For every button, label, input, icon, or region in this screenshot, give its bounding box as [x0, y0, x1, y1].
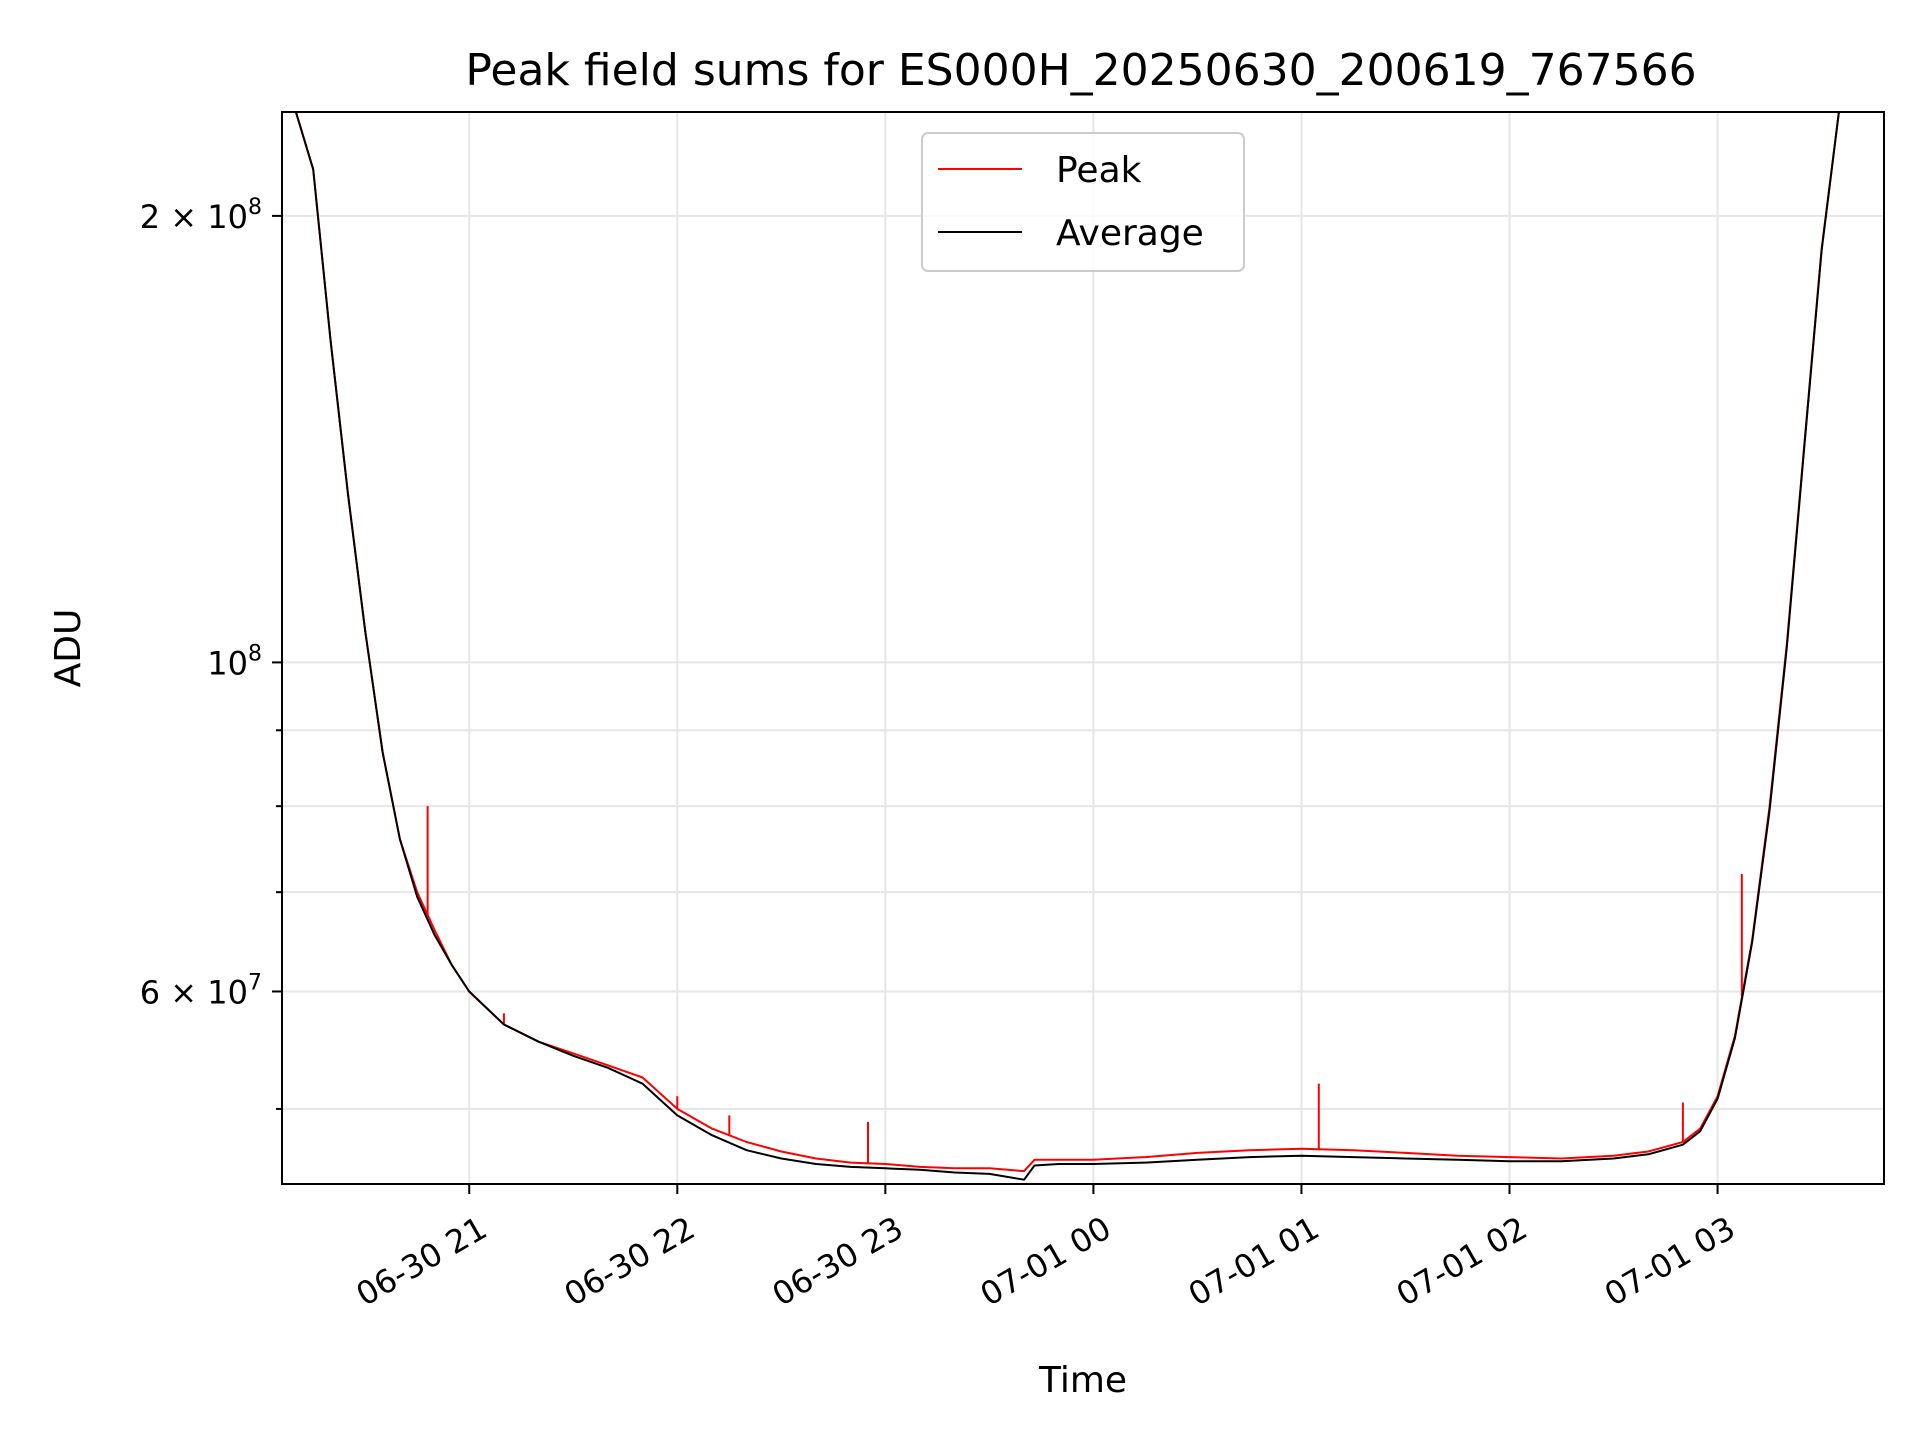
legend: Peak Average — [921, 132, 1245, 272]
series-layer — [282, 112, 1884, 1181]
legend-label-average: Average — [1056, 213, 1204, 254]
y-axis-label: ADU — [48, 609, 89, 688]
chart-title: Peak field sums for ES000H_20250630_2006… — [465, 45, 1696, 96]
y-axis: 2 × 108 108 6 × 107 — [140, 195, 282, 1110]
y-tick-label: 108 — [207, 641, 262, 682]
series-line-peak — [282, 112, 1884, 1173]
legend-label-peak: Peak — [1056, 150, 1142, 191]
x-axis-label: Time — [1038, 1360, 1127, 1401]
y-tick-label: 6 × 107 — [140, 970, 262, 1011]
series-line-average — [282, 112, 1884, 1181]
plot-area-frame — [281, 111, 1885, 1185]
legend-box — [921, 132, 1245, 272]
y-tick-label: 2 × 108 — [140, 195, 262, 236]
grid — [282, 112, 1884, 1184]
